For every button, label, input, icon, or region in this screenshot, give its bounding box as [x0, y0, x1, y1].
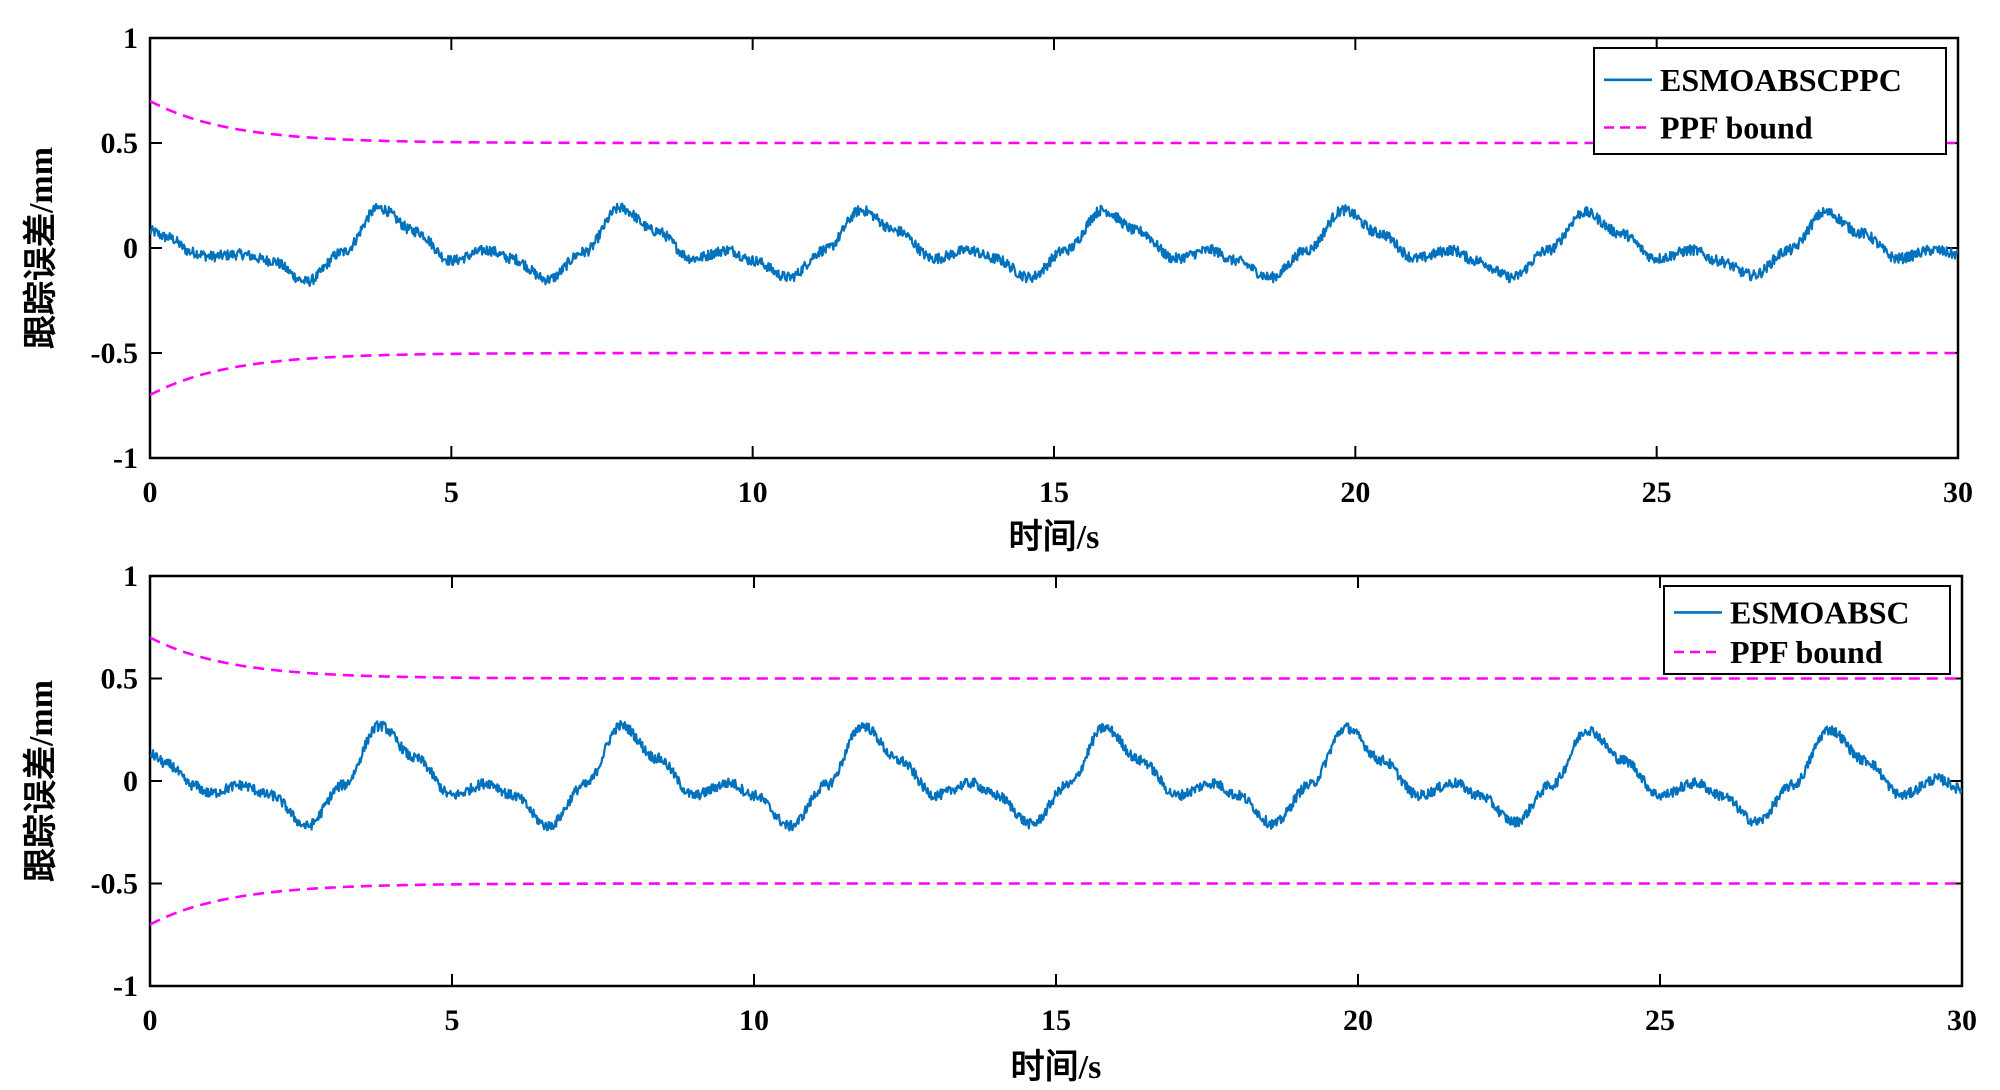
legend-entry-label: ESMOABSCPPC — [1660, 62, 1902, 98]
legend-entry-label: PPF bound — [1730, 634, 1883, 670]
x-tick-label: 25 — [1645, 1004, 1675, 1037]
y-tick-label: -1 — [113, 970, 138, 1003]
x-tick-label: 25 — [1642, 476, 1672, 509]
y-tick-label: 0 — [123, 232, 138, 265]
x-tick-label: 30 — [1943, 476, 1973, 509]
y-tick-label: -1 — [113, 442, 138, 475]
subplot-top: 0 5 10 15 20 25 30 -1 -0.5 0 0.5 1 时间/s 跟踪误差/mm ESMOAB… — [22, 22, 1973, 556]
x-axis-label: 时间/s — [1011, 1048, 1102, 1086]
legend-box — [1593, 47, 1947, 155]
y-axis-label: 跟踪误差/mm — [22, 147, 60, 349]
x-tick-label: 10 — [738, 476, 768, 509]
y-axis-label: 跟踪误差/mm — [22, 680, 60, 882]
ppf-bound-upper-line — [150, 636, 1962, 680]
x-tick-label: 15 — [1039, 476, 1069, 509]
x-tick-label: 15 — [1041, 1004, 1071, 1037]
x-tick-label: 30 — [1947, 1004, 1977, 1037]
legend-entry-label: PPF bound — [1660, 110, 1813, 146]
x-tick-label: 5 — [444, 476, 459, 509]
legend: ESMOABSCPPC PPF bound — [1593, 47, 1947, 155]
subplot-bottom: 0 5 10 15 20 25 30 -1 -0.5 0 0.5 1 时间/s 跟踪误差/mm ESMOAB… — [22, 560, 1977, 1086]
x-tick-label: 20 — [1340, 476, 1370, 509]
ppf-bound-lower-line — [150, 882, 1962, 926]
x-tick-label: 0 — [143, 476, 158, 509]
y-tick-label: 1 — [123, 22, 138, 55]
x-tick-label: 0 — [143, 1004, 158, 1037]
plot-area — [150, 636, 1962, 926]
series-line-0 — [150, 720, 1962, 832]
y-tick-label: 0.5 — [101, 663, 139, 696]
ppf-bound-lower-line — [150, 351, 1958, 397]
y-tick-label: 0 — [123, 765, 138, 798]
x-tick-label: 20 — [1343, 1004, 1373, 1037]
y-tick-label: -0.5 — [91, 337, 139, 370]
legend-entry-label: ESMOABSC — [1730, 594, 1910, 630]
legend: ESMOABSC PPF bound — [1663, 585, 1951, 675]
series-line-0 — [150, 202, 1958, 287]
x-tick-label: 5 — [445, 1004, 460, 1037]
y-tick-label: 0.5 — [101, 127, 139, 160]
x-tick-label: 10 — [739, 1004, 769, 1037]
x-axis-label: 时间/s — [1009, 518, 1100, 556]
legend-box — [1663, 585, 1951, 675]
y-tick-label: -0.5 — [91, 868, 139, 901]
y-tick-label: 1 — [123, 560, 138, 593]
